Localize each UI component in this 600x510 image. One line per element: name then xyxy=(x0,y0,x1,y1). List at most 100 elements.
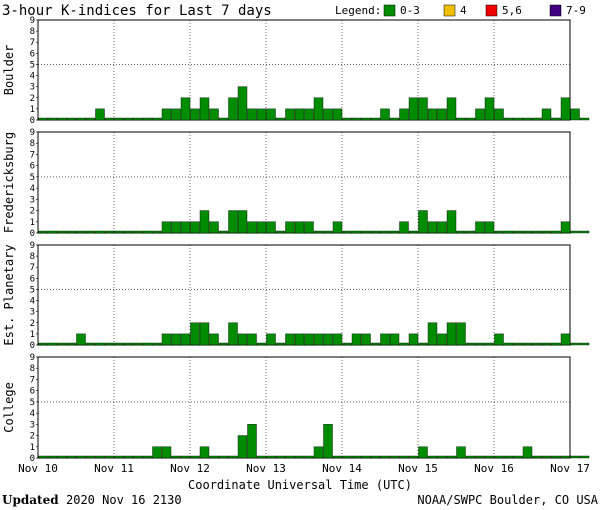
k-index-bar xyxy=(304,221,314,234)
k-index-bar xyxy=(342,230,352,234)
k-index-bar xyxy=(142,455,153,459)
y-tick-label: 0 xyxy=(30,116,35,126)
k-index-bar xyxy=(465,455,476,459)
k-index-bar xyxy=(503,117,514,121)
k-index-bar xyxy=(114,117,124,121)
k-index-bar xyxy=(247,221,257,234)
y-tick-label: 9 xyxy=(30,16,35,26)
k-index-bar xyxy=(408,230,419,234)
k-index-bar xyxy=(209,333,219,346)
k-index-bar xyxy=(152,342,162,346)
k-index-bar xyxy=(180,97,191,121)
k-index-bar xyxy=(342,117,352,121)
y-tick-label: 1 xyxy=(30,443,35,453)
k-index-bar xyxy=(104,342,115,346)
y-tick-label: 2 xyxy=(30,432,35,442)
y-tick-label: 4 xyxy=(30,72,35,82)
k-index-bar xyxy=(389,117,400,121)
k-index-bar xyxy=(266,108,276,121)
k-index-bar xyxy=(275,117,286,121)
legend: Legend: 0-3 4 5,6 7-9 xyxy=(335,4,586,17)
k-index-bar xyxy=(560,455,571,459)
y-tick-label: 2 xyxy=(30,207,35,217)
x-tick-label: Nov 16 xyxy=(474,462,514,475)
k-index-bar xyxy=(76,455,86,459)
k-index-bar xyxy=(465,342,476,346)
k-index-bar xyxy=(418,342,428,346)
k-index-bar xyxy=(551,230,561,234)
k-index-bar xyxy=(47,230,58,234)
k-index-bar xyxy=(123,342,134,346)
k-index-bar xyxy=(332,108,343,121)
k-index-bar xyxy=(95,455,105,459)
panel-frame xyxy=(37,356,571,459)
k-index-bar xyxy=(437,455,447,459)
k-index-bar xyxy=(38,117,48,121)
k-index-bar xyxy=(570,230,580,234)
y-tick-label: 7 xyxy=(30,150,35,160)
k-index-bar xyxy=(437,221,447,234)
k-index-bar xyxy=(190,322,200,346)
k-index-bar xyxy=(199,322,210,346)
y-tick-label: 5 xyxy=(30,398,35,408)
k-index-bar xyxy=(494,108,504,121)
k-index-bar xyxy=(237,333,248,346)
k-index-bar xyxy=(332,455,343,459)
k-index-bar xyxy=(47,455,58,459)
k-index-bar xyxy=(266,455,276,459)
k-index-bar xyxy=(437,108,447,121)
k-index-bar xyxy=(209,108,219,121)
k-index-bar xyxy=(408,333,419,346)
k-index-bar xyxy=(95,230,105,234)
k-index-bar xyxy=(532,342,542,346)
k-index-bar xyxy=(256,455,267,459)
k-index-bar xyxy=(351,333,362,346)
k-index-bar xyxy=(570,342,580,346)
x-tick-labels: Nov 10 Nov 11 Nov 12 Nov 13 Nov 14 Nov 15 Nov … xyxy=(18,462,590,475)
x-axis-label: Coordinate Universal Time (UTC) xyxy=(188,478,412,492)
panel-name: Est. Planetary xyxy=(2,244,16,345)
k-index-bar xyxy=(446,455,457,459)
y-tick-label: 9 xyxy=(30,128,35,138)
k-index-bar xyxy=(484,221,495,234)
k-index-bar xyxy=(551,455,561,459)
k-index-bar xyxy=(275,342,286,346)
y-tick-label: 5 xyxy=(30,285,35,295)
x-tick-label: Nov 15 xyxy=(398,462,438,475)
k-index-bar xyxy=(389,333,400,346)
y-tick-label: 3 xyxy=(30,195,35,205)
x-tick-label: Nov 14 xyxy=(322,462,362,475)
k-index-bar xyxy=(256,108,267,121)
k-index-bar xyxy=(304,333,314,346)
k-index-bar xyxy=(484,97,495,121)
k-index-bar xyxy=(180,455,191,459)
k-index-bar xyxy=(465,117,476,121)
k-index-bar xyxy=(85,117,96,121)
k-index-bar xyxy=(323,108,333,121)
k-index-bar xyxy=(579,455,590,459)
k-index-bar xyxy=(541,342,552,346)
y-tick-label: 3 xyxy=(30,308,35,318)
k-index-bar xyxy=(294,333,305,346)
k-index-bar xyxy=(437,333,447,346)
y-tick-label: 8 xyxy=(30,139,35,149)
k-index-bar xyxy=(237,86,248,121)
k-index-bar xyxy=(475,221,485,234)
k-index-bar xyxy=(199,446,210,459)
k-index-bar xyxy=(522,342,533,346)
k-index-bar xyxy=(114,455,124,459)
k-index-bar xyxy=(180,333,191,346)
k-index-bar xyxy=(380,455,390,459)
k-index-bar xyxy=(475,108,485,121)
k-index-bar xyxy=(323,230,333,234)
y-tick-label: 6 xyxy=(30,274,35,284)
k-index-bar xyxy=(161,221,172,234)
k-index-bar xyxy=(399,455,409,459)
chart-title: 3-hour K-indices for Last 7 days xyxy=(2,3,272,19)
k-index-bar xyxy=(209,221,219,234)
k-index-bar xyxy=(332,333,343,346)
k-index-bar xyxy=(161,446,172,459)
k-index-bar xyxy=(66,455,77,459)
